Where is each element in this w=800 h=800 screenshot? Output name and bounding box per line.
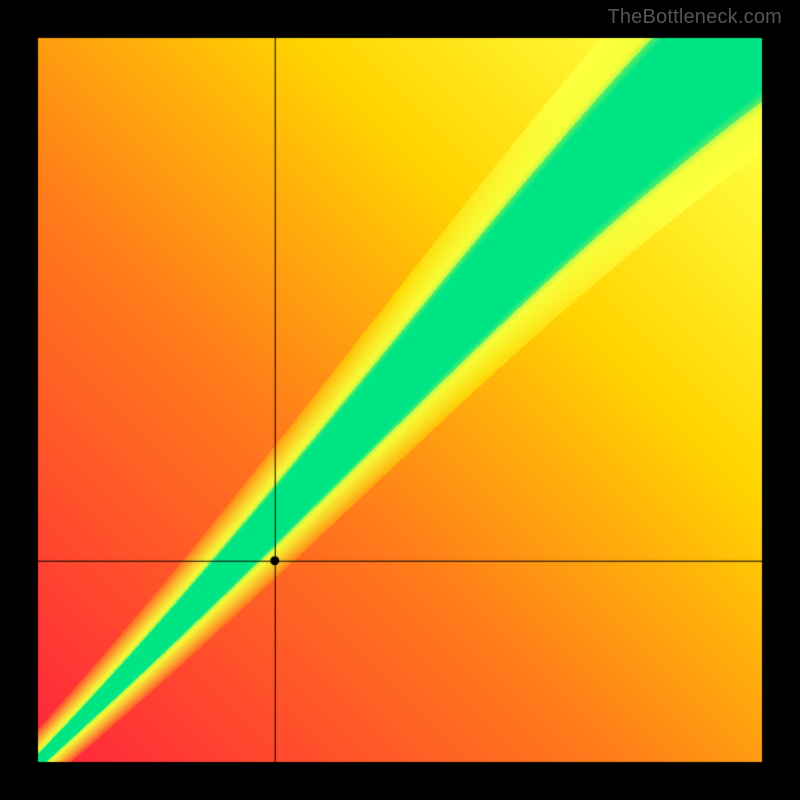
chart-container: TheBottleneck.com: [0, 0, 800, 800]
bottleneck-heatmap: [0, 0, 800, 800]
watermark-text: TheBottleneck.com: [607, 6, 782, 29]
